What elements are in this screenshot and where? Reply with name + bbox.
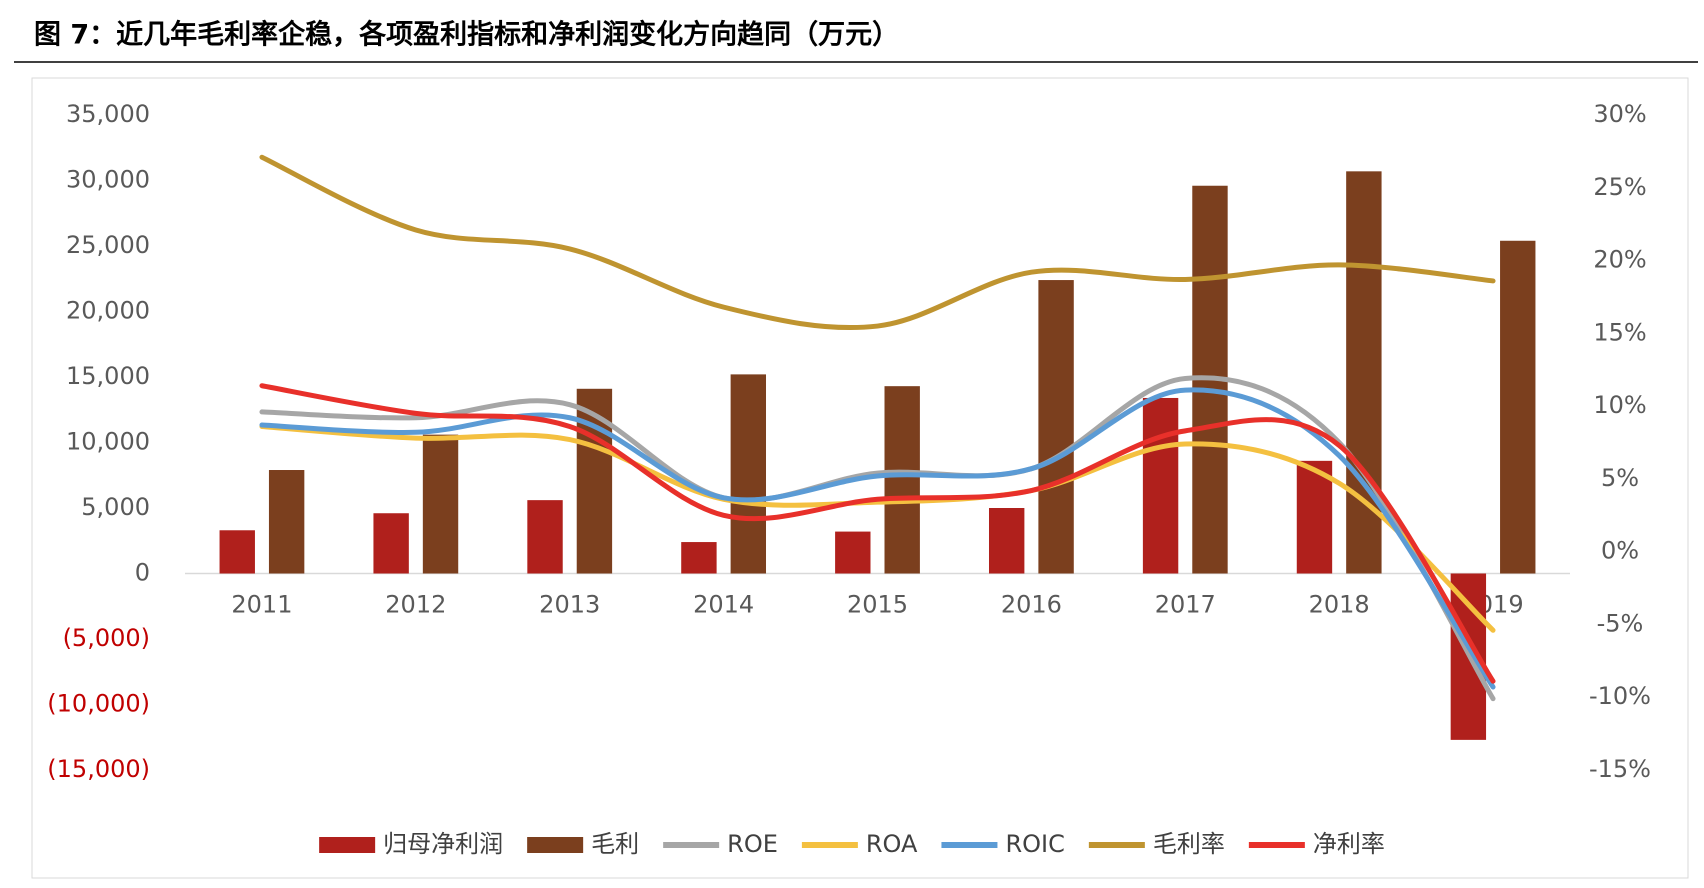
x-tick-label: 2013 [539, 591, 600, 619]
legend-label: 毛利率 [1153, 830, 1225, 858]
y2-tick-label: 5% [1601, 464, 1639, 492]
bar [268, 470, 305, 574]
y-tick-label: 0 [135, 559, 150, 587]
bar [527, 500, 563, 574]
y2-tick-label: 10% [1593, 391, 1646, 419]
y-tick-label: (15,000) [47, 755, 150, 783]
bar [835, 531, 871, 574]
y-tick-label: 25,000 [66, 231, 150, 259]
legend-label: ROA [866, 830, 918, 858]
y-tick-label: 10,000 [66, 428, 150, 456]
line [259, 387, 1496, 690]
legend-label: ROIC [1005, 830, 1064, 858]
x-tick-label: 2017 [1155, 591, 1216, 619]
x-tick-label: 2014 [693, 591, 754, 619]
x-tick-label: 2018 [1309, 591, 1370, 619]
x-tick-label: 2011 [231, 591, 292, 619]
y-tick-label: 15,000 [66, 362, 150, 390]
bar [219, 530, 255, 574]
y2-tick-label: 25% [1593, 173, 1646, 201]
y2-tick-label: 0% [1601, 537, 1639, 565]
x-tick-label: 2015 [847, 591, 908, 619]
y-tick-label: 35,000 [66, 100, 150, 128]
line [259, 383, 1496, 684]
y-tick-label: 5,000 [81, 493, 150, 521]
bar [884, 386, 920, 574]
legend-label: ROE [727, 830, 778, 858]
x-tick-label: 2012 [385, 591, 446, 619]
line [259, 154, 1496, 331]
bar [422, 434, 459, 574]
legend-label: 毛利 [591, 830, 639, 858]
legend-swatch [527, 837, 584, 853]
y-tick-label: 20,000 [66, 297, 150, 325]
legend-label: 净利率 [1313, 830, 1385, 858]
legend-label: 归母净利润 [383, 830, 503, 858]
y2-tick-label: 15% [1593, 318, 1646, 346]
y-tick-label: (10,000) [47, 690, 150, 718]
bar [1346, 171, 1382, 574]
bar [1296, 460, 1333, 574]
y-tick-label: (5,000) [63, 624, 150, 652]
bar [988, 508, 1025, 574]
bar [373, 513, 409, 574]
chart-frame [31, 77, 1689, 879]
y2-tick-label: -5% [1597, 609, 1644, 637]
x-tick-label: 2016 [1001, 591, 1062, 619]
y2-tick-label: -10% [1589, 682, 1651, 710]
y2-tick-label: 20% [1593, 246, 1646, 274]
legend-swatch [319, 837, 376, 853]
bar [1500, 240, 1536, 574]
bar [1142, 397, 1179, 574]
line [259, 423, 1496, 633]
bar [1038, 280, 1074, 574]
y-tick-label: 30,000 [66, 166, 150, 194]
y2-tick-label: 30% [1593, 100, 1646, 128]
chart-title: 图 7：近几年毛利率企稳，各项盈利指标和净利润变化方向趋同（万元） [34, 19, 899, 51]
line [259, 375, 1496, 702]
y2-tick-label: -15% [1589, 755, 1651, 783]
bar [730, 374, 767, 574]
bar [681, 542, 717, 574]
